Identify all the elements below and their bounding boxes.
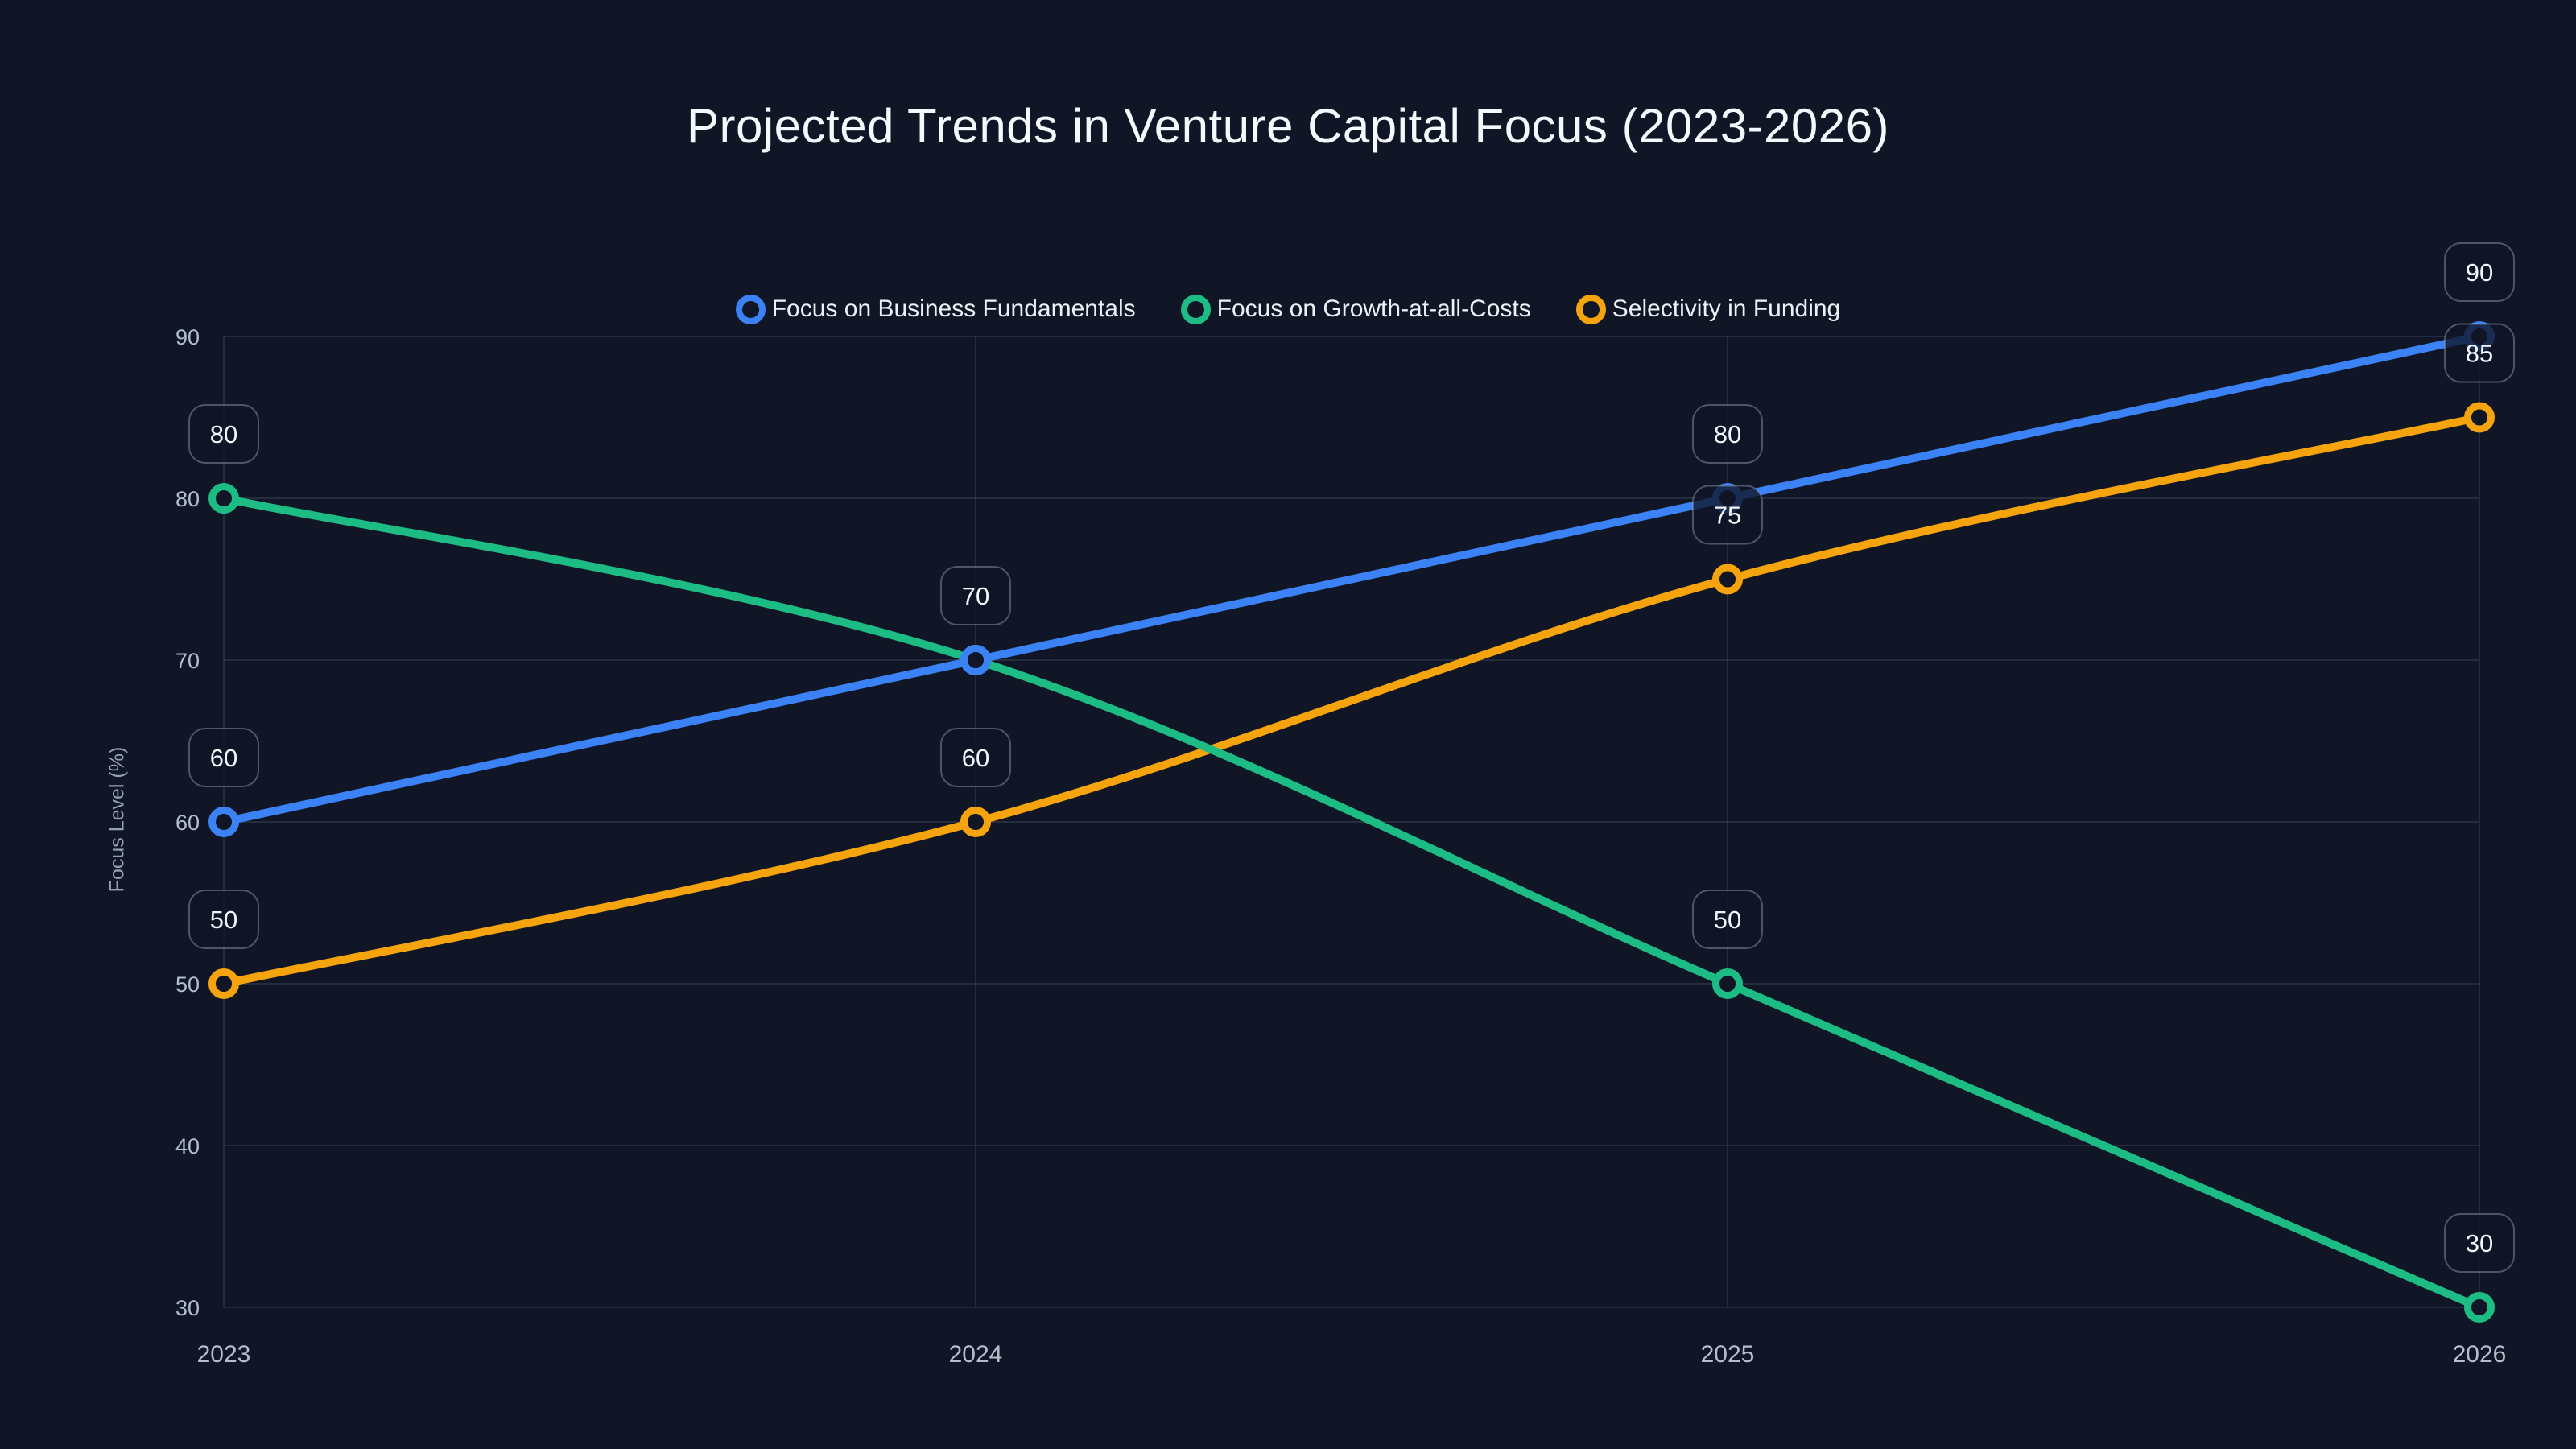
data-point-marker: [1712, 564, 1743, 595]
data-point-marker: [208, 968, 239, 999]
data-point-value: 30: [2466, 1229, 2493, 1257]
data-point-badge: 90: [2444, 242, 2515, 302]
data-point-value: 75: [1714, 502, 1741, 530]
legend: Focus on Business Fundamentals Focus on G…: [0, 283, 2576, 335]
data-point-badge: 50: [188, 890, 259, 949]
data-point-value: 80: [1714, 420, 1741, 448]
legend-item-label: Selectivity in Funding: [1612, 295, 1841, 322]
data-point-badge: 50: [1692, 890, 1763, 949]
data-point-marker: [960, 807, 991, 837]
x-tick-label: 2025: [1701, 1341, 1755, 1368]
data-point-value: 50: [1714, 906, 1741, 934]
data-point-value: 85: [2466, 340, 2493, 368]
legend-item-0[interactable]: Focus on Business Fundamentals: [735, 294, 1136, 324]
legend-ring-icon: [1180, 294, 1211, 324]
y-tick-label: 30: [175, 1296, 200, 1320]
data-point-badge: 70: [940, 566, 1011, 625]
legend-item-label: Focus on Business Fundamentals: [771, 295, 1136, 322]
data-point-marker: [2464, 1292, 2495, 1323]
x-tick-label: 2024: [949, 1341, 1003, 1368]
x-tick-label: 2023: [197, 1341, 251, 1368]
data-point-badge: 85: [2444, 323, 2515, 383]
data-point-badge: 30: [2444, 1213, 2515, 1273]
data-point-marker: [1712, 968, 1743, 999]
legend-ring-icon: [1575, 294, 1606, 324]
data-point-badge: 80: [188, 404, 259, 464]
data-point-value: 70: [962, 582, 989, 610]
y-tick-label: 40: [175, 1134, 200, 1158]
data-point-badge: 80: [1692, 404, 1763, 464]
data-point-value: 60: [962, 744, 989, 772]
series-line-2: [220, 413, 2483, 988]
data-point-value: 50: [210, 906, 237, 934]
legend-item-2[interactable]: Selectivity in Funding: [1575, 294, 1841, 324]
data-point-value: 80: [210, 420, 237, 448]
chart-title: Projected Trends in Venture Capital Focu…: [686, 99, 1889, 153]
legend-item-label: Focus on Growth-at-all-Costs: [1216, 295, 1531, 322]
y-tick-label: 60: [175, 811, 200, 835]
data-point-marker: [960, 645, 991, 675]
series-line-1: [220, 494, 2483, 1311]
data-point-marker: [2464, 402, 2495, 433]
y-tick-label: 50: [175, 972, 200, 997]
data-point-badge: 60: [940, 728, 1011, 787]
y-tick-label: 80: [175, 487, 200, 511]
data-point-badge: 75: [1692, 485, 1763, 545]
data-point-value: 60: [210, 744, 237, 772]
legend-ring-icon: [735, 294, 766, 324]
legend-item-1[interactable]: Focus on Growth-at-all-Costs: [1180, 294, 1531, 324]
data-point-marker: [208, 807, 239, 837]
data-point-marker: [208, 483, 239, 514]
x-tick-label: 2026: [2453, 1341, 2507, 1368]
series-line-0: [220, 332, 2483, 826]
y-tick-label: 70: [175, 649, 200, 673]
y-tick-label: 90: [175, 325, 200, 349]
data-point-badge: 60: [188, 728, 259, 787]
data-point-value: 90: [2466, 258, 2493, 287]
